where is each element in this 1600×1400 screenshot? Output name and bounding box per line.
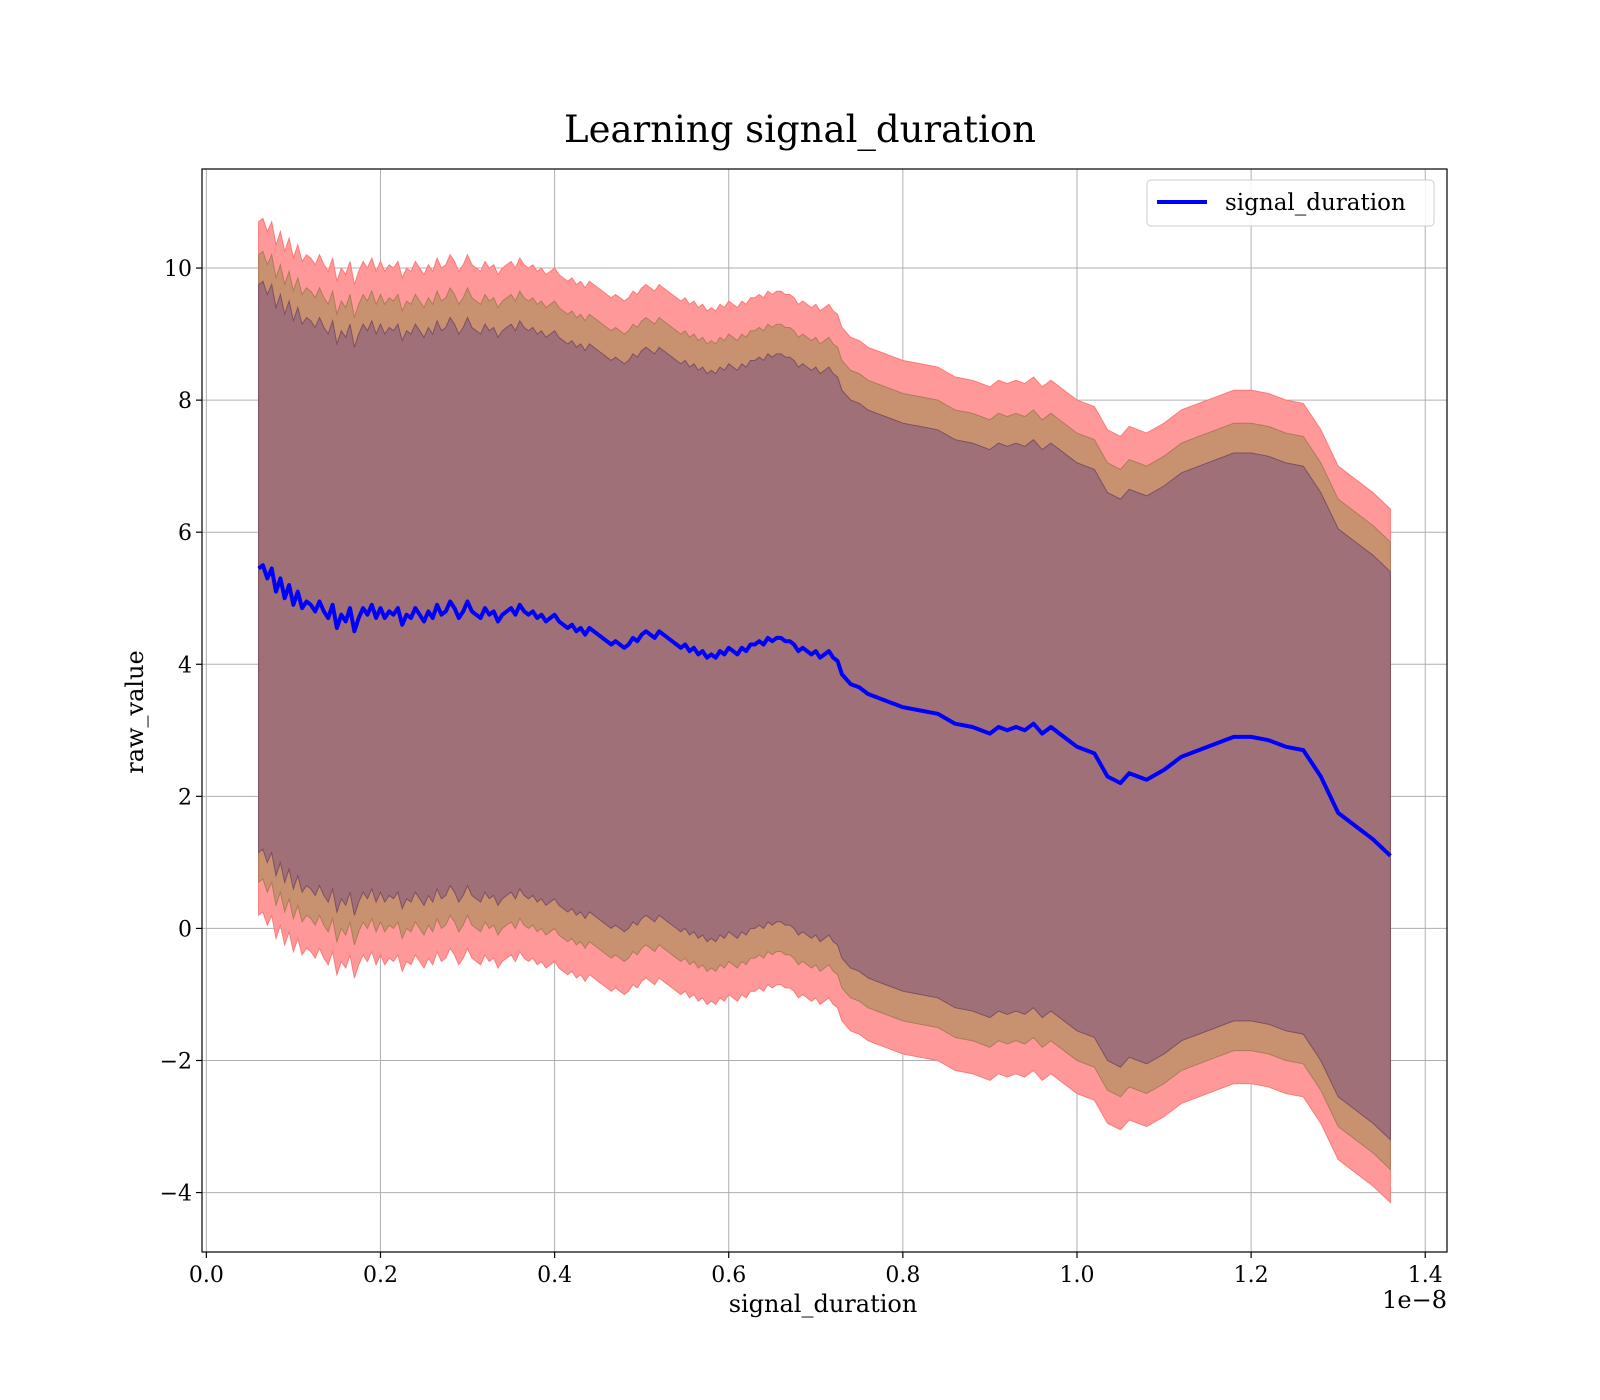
x-tick-label: 1.4 (1408, 1263, 1443, 1288)
confidence-bands (258, 217, 1391, 1204)
x-tick-label: 0.4 (537, 1263, 572, 1288)
y-axis-label: raw_value (121, 650, 149, 774)
legend: signal_duration (1146, 179, 1435, 227)
y-tick-label: −4 (160, 1182, 192, 1207)
x-tick-label: 0.2 (363, 1263, 398, 1288)
y-tick-label: −2 (160, 1049, 192, 1074)
plot-frame (201, 168, 1448, 1253)
x-tick-label: 1.0 (1059, 1263, 1094, 1288)
x-tick-label: 0.8 (885, 1263, 920, 1288)
band-inner (258, 280, 1391, 1141)
y-tick-label: 10 (164, 257, 192, 282)
y-axis: −4 −2 0 2 4 6 8 10 (160, 257, 202, 1207)
y-tick-label: 0 (178, 917, 192, 942)
y-tick-label: 6 (178, 521, 192, 546)
legend-box (1146, 179, 1435, 227)
chart-title: Learning signal_duration (564, 108, 1036, 152)
legend-label: signal_duration (1225, 190, 1406, 216)
series-line-signal-duration (257, 563, 1392, 858)
x-axis: 0.0 0.2 0.4 0.6 0.8 1.0 1.2 1.4 (189, 1252, 1443, 1288)
x-tick-label: 0.6 (711, 1263, 746, 1288)
x-axis-offset-label: 1e−8 (1382, 1286, 1447, 1314)
x-tick-label: 1.2 (1234, 1263, 1269, 1288)
x-axis-label: signal_duration (729, 1290, 918, 1318)
y-tick-label: 4 (178, 653, 192, 678)
y-tick-label: 2 (178, 785, 192, 810)
y-tick-label: 8 (178, 389, 192, 414)
x-tick-label: 0.0 (189, 1263, 224, 1288)
